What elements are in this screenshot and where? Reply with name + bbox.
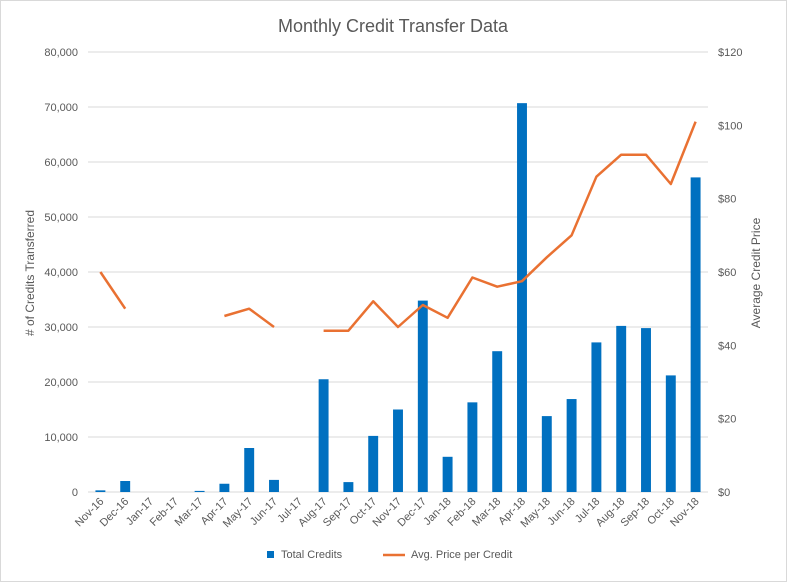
bar [244,448,255,492]
bar [269,479,279,492]
bar [566,399,577,492]
line-series-avg-price [99,121,697,332]
legend-label-avg-price: Avg. Price per Credit [411,549,512,561]
left-axis-tick-label: 60,000 [44,157,78,169]
bar [120,481,131,492]
right-axis-tick-label: $0 [718,487,730,499]
right-axis-ticks: $0 $20 $40 $60 $80 $100 $120 [718,47,742,499]
bar [641,328,651,492]
bar [517,103,527,493]
bar [368,435,379,492]
left-axis-tick-label: 70,000 [44,102,78,114]
x-axis-tick-label: Mar-18 [470,496,503,529]
bar [393,409,403,492]
left-axis-tick-label: 30,000 [44,322,78,334]
left-axis-tick-label: 10,000 [44,432,78,444]
bar-series-total-credits [95,103,701,493]
bar [690,177,701,492]
left-axis-tick-label: 40,000 [44,267,78,279]
left-axis-ticks: 0 10,000 20,000 30,000 40,000 50,000 60,000 70,… [44,47,78,499]
bar [417,300,428,492]
right-axis-tick-label: $100 [718,120,742,132]
legend: Total Credits Avg. Price per Credit [267,549,512,561]
right-axis-tick-label: $40 [718,340,736,352]
left-axis-title: # of Credits Transferred [23,210,37,336]
right-axis-tick-label: $80 [718,194,736,206]
x-axis-tick-label: Jun-18 [545,496,577,528]
x-axis-tick-label: Jun-17 [248,496,280,528]
bar [665,375,676,492]
bar [219,483,230,492]
right-axis-tick-label: $60 [718,267,736,279]
left-axis-tick-label: 20,000 [44,377,78,389]
bar [591,342,602,492]
left-axis-tick-label: 80,000 [44,47,78,59]
bar [541,416,552,492]
bar [318,379,329,492]
left-axis-tick-label: 0 [72,487,78,499]
bar [343,482,354,492]
bar [467,402,478,492]
line-segment [224,307,275,329]
bar [492,351,503,492]
gridlines [88,51,708,493]
bar [442,456,453,492]
right-axis-tick-label: $120 [718,47,742,59]
x-axis-tick-label: Mar-17 [173,496,206,529]
bar [194,490,205,492]
x-axis-ticks: Nov-16Dec-16Jan-17Feb-17Mar-17Apr-17May-… [73,496,702,530]
legend-label-total-credits: Total Credits [281,549,343,561]
right-axis-tick-label: $20 [718,414,736,426]
left-axis-tick-label: 50,000 [44,212,78,224]
line-segment [323,121,697,332]
bar [95,490,106,492]
chart-title: Monthly Credit Transfer Data [278,16,509,36]
legend-swatch-total-credits [267,551,274,558]
line-segment [99,271,127,310]
bar [616,325,627,492]
right-axis-title: Average Credit Price [749,217,763,328]
